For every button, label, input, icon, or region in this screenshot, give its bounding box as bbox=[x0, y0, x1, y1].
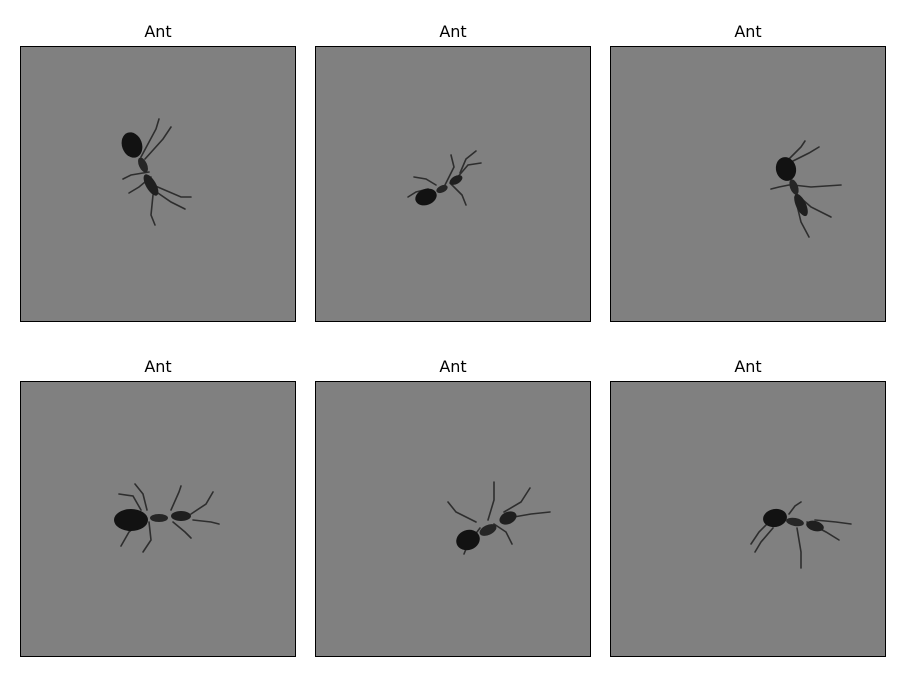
image-frame bbox=[315, 381, 591, 657]
ant-image bbox=[21, 382, 295, 656]
panel-title: Ant bbox=[20, 357, 296, 377]
ant-image bbox=[316, 382, 590, 656]
image-frame bbox=[20, 46, 296, 322]
image-frame bbox=[20, 381, 296, 657]
ant-image bbox=[611, 47, 885, 321]
panel-title: Ant bbox=[20, 22, 296, 42]
panel-title: Ant bbox=[610, 357, 886, 377]
image-frame bbox=[610, 381, 886, 657]
panel-title: Ant bbox=[610, 22, 886, 42]
image-frame bbox=[610, 46, 886, 322]
ant-image bbox=[316, 47, 590, 321]
panel-title: Ant bbox=[315, 22, 591, 42]
ant-image bbox=[611, 382, 885, 656]
image-frame bbox=[315, 46, 591, 322]
ant-image bbox=[21, 47, 295, 321]
panel-title: Ant bbox=[315, 357, 591, 377]
